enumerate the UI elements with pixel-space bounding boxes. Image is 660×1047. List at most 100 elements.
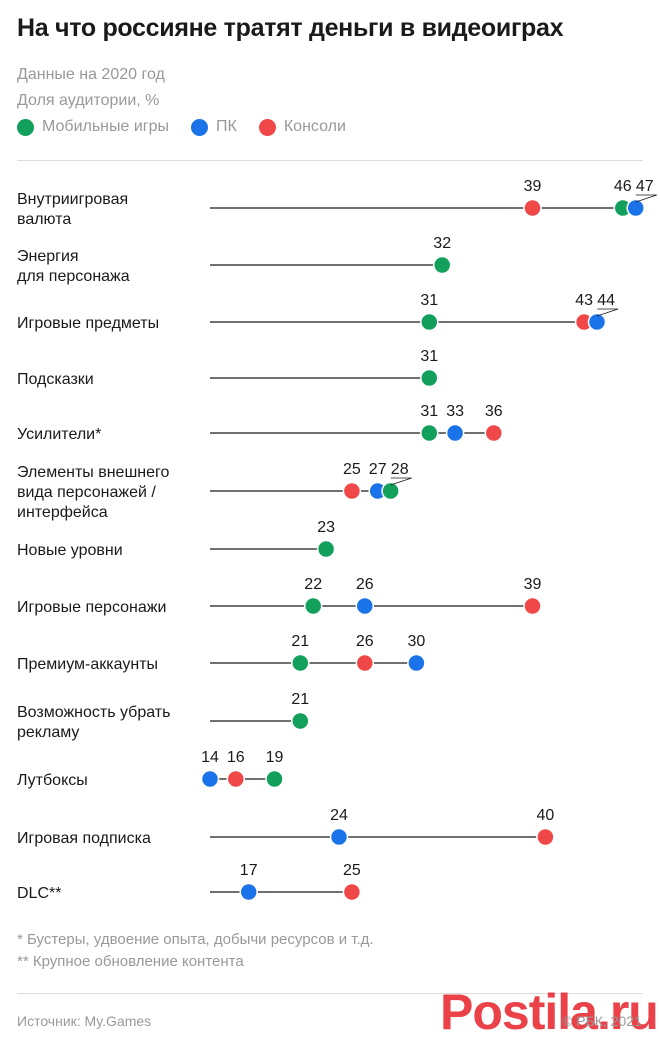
category-label-line: Игровые персонажи <box>17 599 166 616</box>
category-label-line: Подсказки <box>17 371 94 388</box>
value-label-pc: 47 <box>636 178 654 195</box>
value-label-console: 43 <box>575 292 593 309</box>
category-label: Премиум-аккаунты <box>17 656 158 673</box>
footnote-boosters: * Бустеры, удвоение опыта, добычи ресурс… <box>17 931 374 948</box>
value-label-console: 39 <box>524 576 542 593</box>
dot-console <box>226 769 246 789</box>
category-label: Игровые предметы <box>17 315 159 332</box>
category-label-line: DLC** <box>17 885 61 902</box>
label-leader <box>390 477 412 486</box>
value-label-mobile: 31 <box>420 348 438 365</box>
legend-label-console: Консоли <box>283 118 346 135</box>
dot-pc <box>329 827 349 847</box>
category-label: Энергия для персонажа <box>17 248 130 285</box>
value-label-mobile: 19 <box>266 749 284 766</box>
value-label-mobile: 28 <box>391 461 409 478</box>
legend-dot-mobile <box>17 118 34 136</box>
dot-console <box>484 423 504 443</box>
chart-title: На что россияне тратят деньги в видеоигр… <box>17 14 564 42</box>
dot-mobile <box>432 255 452 275</box>
category-label-line: Элементы внешнего <box>17 464 170 481</box>
dot-mobile <box>420 312 439 332</box>
value-label-mobile: 22 <box>304 576 322 593</box>
legend-item-mobile: Мобильные игры <box>17 118 169 136</box>
dot-console <box>523 596 542 616</box>
dot-mobile <box>420 368 439 388</box>
divider-bottom <box>17 993 643 994</box>
dot-pc <box>355 596 375 616</box>
category-label: DLC** <box>17 885 61 902</box>
value-label-console: 36 <box>485 403 503 420</box>
dot-pc <box>407 653 426 673</box>
value-label-console: 25 <box>343 461 361 478</box>
dot-pc <box>445 423 465 443</box>
dot-mobile <box>381 481 400 501</box>
category-label: Элементы внешнего вида персонажей / интерф… <box>17 464 170 521</box>
category-label-line: Возможность убрать <box>17 704 170 721</box>
dot-mobile <box>291 653 310 673</box>
value-label-mobile: 21 <box>291 691 309 708</box>
category-label-line: рекламу <box>17 724 79 741</box>
dot-pc <box>587 312 607 332</box>
value-label-pc: 26 <box>356 576 374 593</box>
copyright-note: © РБК, 2021 <box>562 1013 642 1029</box>
legend-dot-console <box>258 118 276 136</box>
dot-console <box>342 882 362 902</box>
dot-mobile <box>303 596 323 616</box>
value-label-mobile: 23 <box>317 519 335 536</box>
value-label-mobile: 46 <box>614 178 632 195</box>
label-leader <box>596 308 619 317</box>
dot-mobile <box>420 423 439 443</box>
legend-item-pc: ПК <box>191 118 237 136</box>
divider-top <box>17 160 643 161</box>
source-note: Источник: My.Games <box>17 1013 152 1029</box>
category-label-line: валюта <box>17 211 71 228</box>
category-label: Новые уровни <box>17 542 123 559</box>
category-label-line: вида персонажей / <box>17 484 156 501</box>
dot-console <box>342 481 362 501</box>
watermark-logo: Postila.ru <box>440 984 659 1040</box>
value-label-pc: 33 <box>446 403 464 420</box>
category-label-line: Новые уровни <box>17 542 123 559</box>
dot-mobile <box>291 711 310 731</box>
value-label-console: 26 <box>356 633 374 650</box>
category-label: Усилители* <box>17 426 101 443</box>
category-label-line: Энергия <box>17 248 79 265</box>
dot-mobile <box>316 539 336 559</box>
category-label-line: Лутбоксы <box>17 772 88 789</box>
dot-console <box>355 653 375 673</box>
value-label-pc: 17 <box>240 862 258 879</box>
category-label: Игровая подписка <box>17 830 151 847</box>
value-label-console: 16 <box>227 749 245 766</box>
legend-dot-pc <box>191 118 209 136</box>
category-label-line: Внутриигровая <box>17 191 128 208</box>
category-label-line: для персонажа <box>17 268 130 285</box>
legend-item-console: Консоли <box>258 118 346 136</box>
category-label: Подсказки <box>17 371 94 388</box>
value-label-console: 39 <box>524 178 542 195</box>
legend-label-pc: ПК <box>216 118 237 135</box>
dot-mobile <box>265 769 284 789</box>
category-label-line: интерфейса <box>17 504 108 521</box>
category-label-line: Усилители* <box>17 426 101 443</box>
value-label-mobile: 32 <box>433 235 451 252</box>
dot-plot: Внутриигровая валюта 39 46 47 Энергия для перс… <box>17 178 657 902</box>
category-label-line: Игровая подписка <box>17 830 151 847</box>
chart-subtitle-unit: Доля аудитории, % <box>17 92 160 109</box>
dot-pc <box>626 198 645 218</box>
value-label-pc: 14 <box>201 749 219 766</box>
value-label-mobile: 31 <box>420 403 438 420</box>
dot-console <box>523 198 542 218</box>
chart-legend: Мобильные игры ПК Консоли <box>17 118 368 136</box>
category-label: Возможность убрать рекламу <box>17 704 170 741</box>
footnote-dlc: ** Крупное обновление контента <box>17 953 244 970</box>
value-label-console: 25 <box>343 862 361 879</box>
value-label-pc: 24 <box>330 807 348 824</box>
dot-pc <box>200 769 220 789</box>
category-label: Лутбоксы <box>17 772 88 789</box>
label-leader <box>635 194 657 203</box>
category-label: Игровые персонажи <box>17 599 166 616</box>
value-label-mobile: 31 <box>420 292 438 309</box>
category-label-line: Премиум-аккаунты <box>17 656 158 673</box>
category-label-line: Игровые предметы <box>17 315 159 332</box>
